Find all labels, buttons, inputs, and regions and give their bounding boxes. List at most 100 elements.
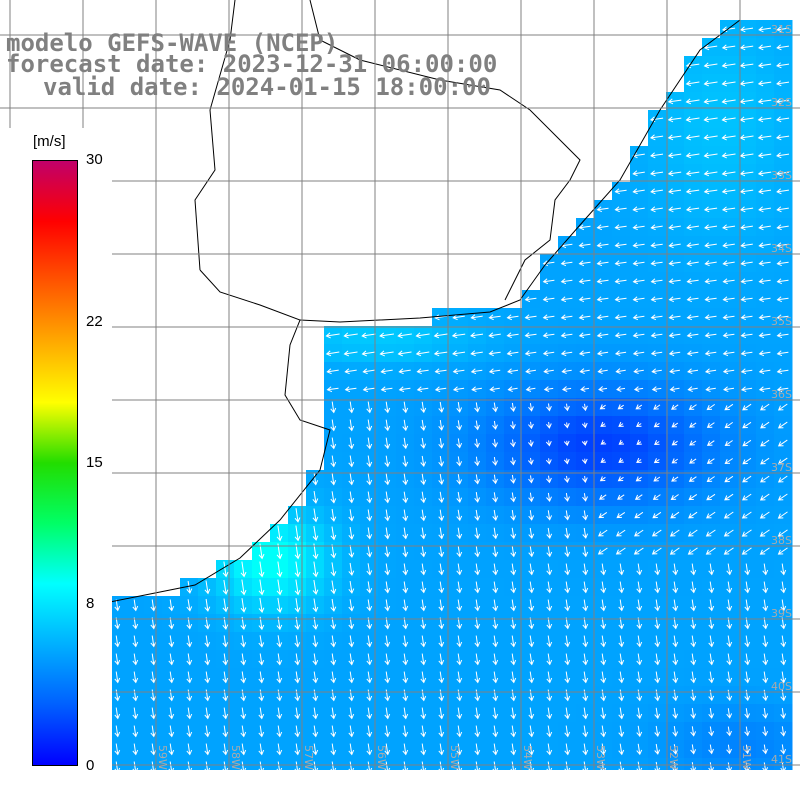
wind-arrow: [600, 421, 606, 427]
wind-arrow: [650, 260, 663, 267]
wind-arrow: [617, 476, 624, 482]
wind-arrow: [672, 635, 679, 648]
wind-arrow: [758, 242, 771, 249]
wind-arrow: [114, 707, 121, 720]
wind-arrow: [582, 510, 589, 521]
wind-arrow: [760, 403, 770, 411]
wind-arrow: [706, 403, 715, 411]
wind-arrow: [650, 152, 664, 159]
wind-arrow: [402, 689, 409, 702]
wind-arrow: [690, 563, 697, 576]
wind-arrow: [618, 653, 625, 666]
wind-arrow: [276, 635, 283, 648]
wind-arrow: [546, 581, 553, 594]
wind-arrow: [222, 707, 229, 720]
wind-arrow: [168, 635, 175, 648]
wind-arrow: [669, 529, 680, 537]
wind-arrow: [582, 635, 589, 648]
wind-arrow: [132, 653, 139, 666]
wind-arrow: [708, 744, 714, 755]
wind-arrow: [687, 547, 698, 555]
wind-arrow: [186, 689, 193, 702]
wind-arrow: [420, 437, 427, 449]
wind-arrow: [294, 598, 301, 613]
wind-arrow: [740, 332, 753, 339]
wind-arrow: [434, 386, 447, 393]
wind-arrow: [614, 224, 627, 231]
wind-arrow: [776, 80, 790, 87]
wind-arrow: [240, 671, 247, 684]
wind-arrow: [456, 599, 463, 612]
wind-arrow: [384, 419, 391, 432]
wind-arrow: [762, 635, 769, 648]
wind-arrow: [722, 296, 735, 303]
wind-arrow: [689, 458, 697, 464]
wind-arrow: [654, 653, 661, 666]
wind-arrow: [402, 545, 409, 558]
wind-arrow: [474, 509, 481, 522]
wind-arrow: [489, 386, 500, 393]
wind-arrow: [653, 458, 660, 464]
wind-arrow: [492, 527, 499, 540]
wind-arrow: [776, 170, 790, 177]
wind-arrow: [757, 80, 772, 87]
wind-arrow: [398, 386, 411, 393]
wind-arrow: [348, 671, 355, 684]
wind-arrow: [452, 314, 465, 321]
wind-arrow: [582, 689, 589, 702]
wind-arrow: [596, 332, 609, 339]
wind-arrow: [528, 653, 535, 666]
wind-arrow: [344, 368, 357, 375]
wind-arrow: [492, 671, 499, 684]
wind-arrow: [704, 278, 717, 285]
wind-arrow: [776, 296, 789, 303]
wind-arrow: [685, 206, 700, 213]
wind-arrow: [186, 599, 193, 612]
wind-arrow: [600, 635, 607, 648]
wind-arrow: [384, 581, 391, 594]
wind-arrow: [492, 689, 499, 702]
wind-arrow: [668, 296, 681, 303]
wind-arrow: [704, 368, 717, 375]
wind-arrow: [599, 494, 607, 500]
wind-arrow: [456, 527, 463, 540]
wind-arrow: [777, 457, 788, 465]
wind-arrow: [775, 134, 790, 141]
wind-arrow: [703, 134, 718, 141]
wind-arrow: [651, 386, 662, 392]
wind-arrow: [528, 527, 535, 540]
wind-arrow: [669, 547, 680, 555]
wind-arrow: [704, 224, 718, 231]
wind-arrow: [776, 242, 789, 249]
wind-arrow: [474, 438, 480, 449]
wind-arrow: [366, 401, 373, 414]
wind-arrow: [704, 260, 717, 267]
wind-arrow: [492, 725, 499, 738]
wind-arrow: [330, 473, 337, 486]
wind-arrow: [456, 491, 463, 503]
wind-arrow: [546, 725, 553, 738]
coastline-segment: [194, 0, 236, 271]
wind-arrow: [456, 420, 463, 431]
wind-arrow: [528, 439, 534, 447]
wind-arrow: [596, 350, 609, 357]
wind-arrow: [312, 635, 319, 648]
wind-arrow: [632, 296, 645, 303]
wind-arrow: [632, 350, 645, 357]
wind-arrow: [758, 314, 771, 321]
wind-arrow: [384, 545, 391, 558]
wind-arrow: [722, 368, 735, 375]
wind-arrow: [402, 563, 409, 576]
wind-arrow: [546, 545, 553, 558]
wind-arrow: [705, 386, 716, 393]
wind-arrow: [204, 725, 211, 738]
wind-arrow: [672, 707, 679, 720]
wind-arrow: [528, 545, 535, 558]
wind-arrow: [721, 134, 736, 141]
wind-arrow: [760, 457, 770, 465]
wind-arrow: [114, 671, 121, 684]
wind-arrow: [438, 689, 445, 702]
wind-arrow: [204, 653, 211, 666]
wind-arrow: [240, 579, 247, 596]
